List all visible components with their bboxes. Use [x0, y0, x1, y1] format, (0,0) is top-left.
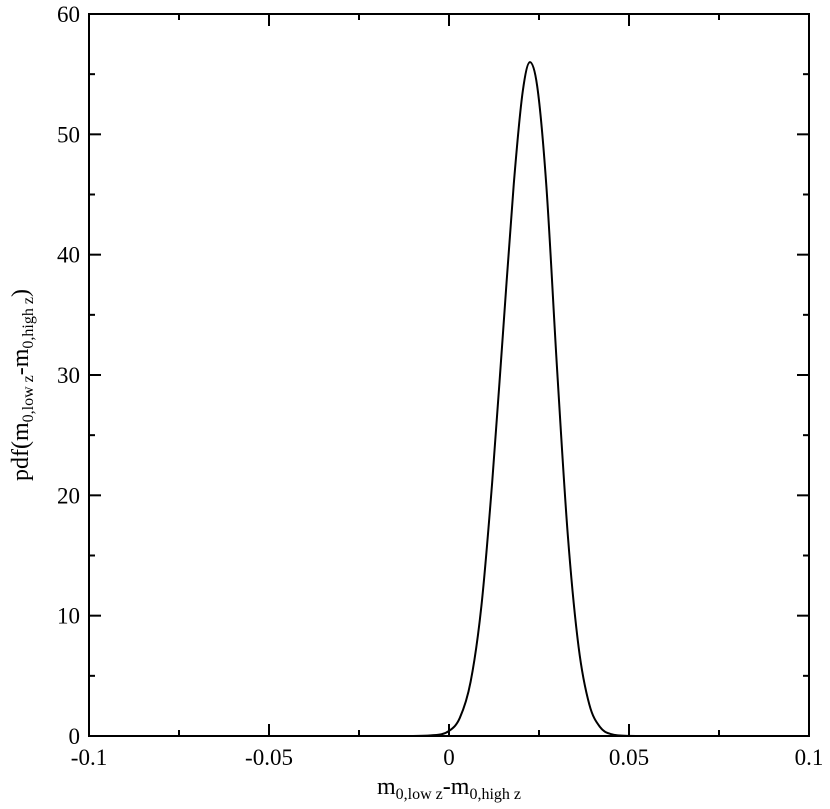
axis-label-subscript: 0,low z — [20, 375, 37, 422]
axis-label-subscript: 0,high z — [20, 297, 37, 349]
x-tick-label: 0 — [443, 745, 455, 770]
x-tick-label: 0.05 — [609, 745, 649, 770]
x-tick-label: -0.05 — [245, 745, 293, 770]
axis-label-subscript: 0,high z — [469, 786, 521, 803]
y-tick-label: 10 — [57, 604, 80, 629]
axis-label-part: pdf(m — [8, 422, 34, 481]
x-tick-label: -0.1 — [71, 745, 107, 770]
y-axis-label: pdf(m0,low z-m0,high z) — [8, 289, 37, 481]
x-tick-label: 0.1 — [795, 745, 824, 770]
axis-ticks — [88, 13, 810, 737]
y-tick-label: 20 — [57, 483, 80, 508]
pdf-curve — [88, 61, 809, 738]
y-tick-label: 0 — [69, 724, 81, 749]
axis-label-part: ) — [8, 289, 34, 297]
plot-frame — [88, 13, 810, 737]
tick-labels: -0.1 -0.05 0 0.05 0.1 0 10 20 30 40 50 60 — [57, 2, 823, 770]
y-tick-label: 40 — [57, 243, 80, 268]
x-axis-label: m0,low z-m0,high z — [377, 774, 521, 803]
axis-label-part: -m — [8, 348, 34, 375]
y-tick-label: 30 — [57, 363, 80, 388]
y-tick-label: 50 — [57, 122, 80, 147]
axis-label-part: -m — [443, 774, 470, 800]
axis-label-part: m — [377, 774, 396, 800]
axis-label-subscript: 0,low z — [396, 786, 443, 803]
y-tick-label: 60 — [57, 2, 80, 27]
